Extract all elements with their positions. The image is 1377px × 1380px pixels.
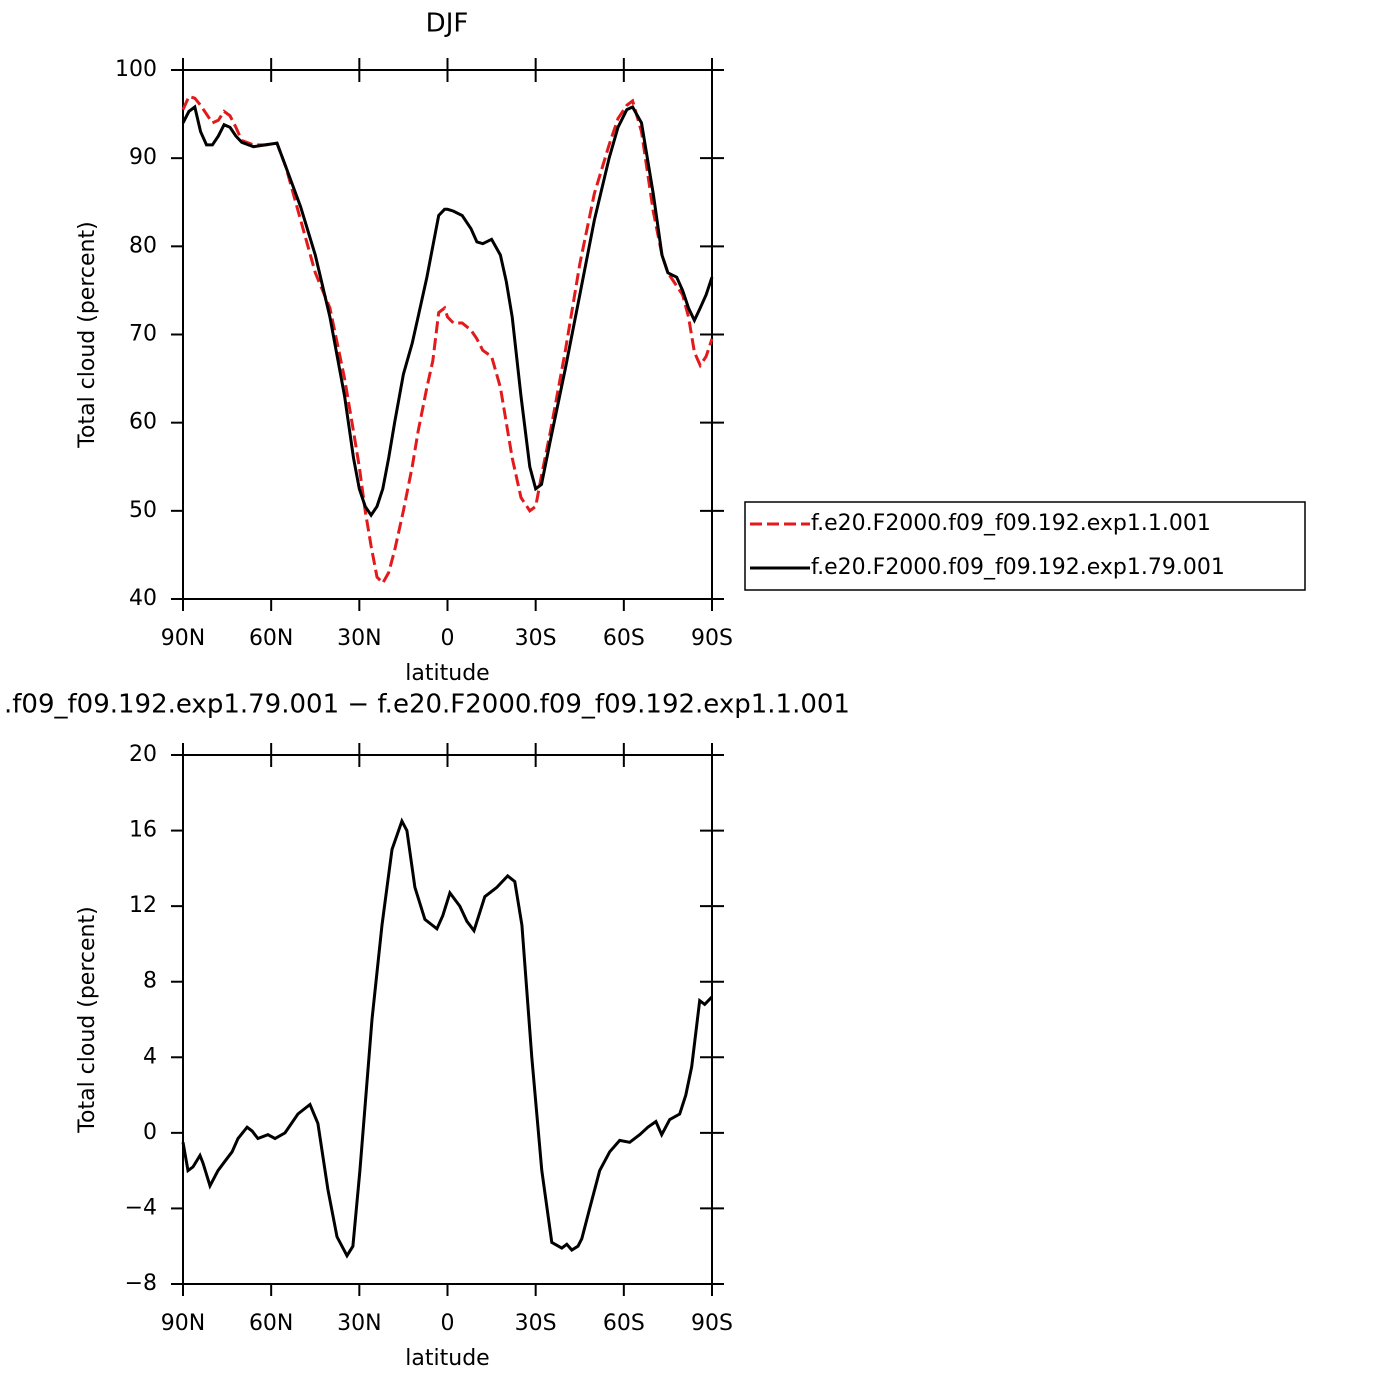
data-line xyxy=(181,94,714,586)
x-tick-label: 90N xyxy=(161,1311,205,1336)
x-tick-label: 90S xyxy=(691,1311,733,1336)
y-tick-label: 16 xyxy=(129,818,157,843)
data-line xyxy=(181,104,714,518)
x-axis-label: latitude xyxy=(405,1346,489,1371)
x-tick-label: 90N xyxy=(161,626,205,651)
legend-label: f.e20.F2000.f09_f09.192.exp1.79.001 xyxy=(811,555,1225,580)
x-tick-label: 30S xyxy=(515,626,557,651)
x-tick-label: 90S xyxy=(691,626,733,651)
chart-title: .f09_f09.192.exp1.79.001 − f.e20.F2000.f… xyxy=(4,690,850,720)
x-axis-label: latitude xyxy=(405,661,489,686)
y-axis-label: Total cloud (percent) xyxy=(75,221,100,448)
x-tick-label: 0 xyxy=(441,626,455,651)
y-tick-label: 60 xyxy=(129,410,157,435)
x-tick-label: 30S xyxy=(515,1311,557,1336)
y-tick-label: 70 xyxy=(129,322,157,347)
y-tick-label: −8 xyxy=(125,1271,157,1296)
y-tick-label: 80 xyxy=(129,233,157,258)
y-tick-label: 12 xyxy=(129,893,157,918)
y-tick-label: 4 xyxy=(143,1044,157,1069)
x-tick-label: 60S xyxy=(603,1311,645,1336)
legend-label: f.e20.F2000.f09_f09.192.exp1.1.001 xyxy=(811,511,1211,536)
y-tick-label: 100 xyxy=(115,57,157,82)
plot-frame xyxy=(182,754,713,1285)
x-tick-label: 60S xyxy=(603,626,645,651)
data-line xyxy=(181,817,714,1259)
y-tick-label: 40 xyxy=(129,586,157,611)
x-tick-label: 60N xyxy=(249,1311,293,1336)
legend-box xyxy=(744,501,1306,591)
x-tick-label: 30N xyxy=(337,1311,381,1336)
y-tick-label: 50 xyxy=(129,498,157,523)
y-tick-label: 20 xyxy=(129,742,157,767)
y-tick-label: 8 xyxy=(143,969,157,994)
x-tick-label: 0 xyxy=(441,1311,455,1336)
y-tick-label: 90 xyxy=(129,145,157,170)
y-tick-label: −4 xyxy=(125,1195,157,1220)
x-tick-label: 30N xyxy=(337,626,381,651)
x-tick-label: 60N xyxy=(249,626,293,651)
chart-title: DJF xyxy=(426,9,469,39)
y-tick-label: 0 xyxy=(143,1120,157,1145)
plot-frame xyxy=(182,69,713,600)
y-axis-label: Total cloud (percent) xyxy=(75,906,100,1133)
